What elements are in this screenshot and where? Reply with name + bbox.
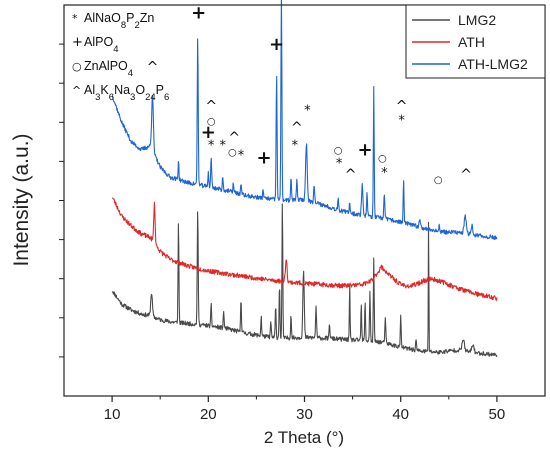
peak-marker: + [191, 3, 206, 24]
legend: LMG2 ATH ATH-LMG2 [405, 4, 546, 79]
x-axis-label: 2 Theta (°) [264, 428, 344, 447]
series-line-ath-lmg2 [111, 0, 498, 240]
phase-key-symbol: ^ [72, 84, 81, 97]
tick-layer: 10 20 30 40 50 [59, 43, 506, 423]
peak-marker: ^ [205, 99, 217, 115]
x-tick-label: 20 [200, 406, 217, 423]
legend-label: LMG2 [458, 12, 496, 28]
peak-marker: * [304, 103, 311, 118]
peak-marker: ○ [228, 148, 237, 159]
legend-label: ATH [458, 34, 485, 50]
peak-marker: ^ [396, 99, 408, 115]
peak-marker: * [208, 139, 215, 154]
peak-marker: + [358, 140, 373, 161]
peak-marker: ○ [334, 146, 343, 157]
peak-marker: * [238, 148, 245, 163]
annotation-layer: ^++^*^○+**^○*+^**○*^+○*^*○^ [147, 3, 472, 186]
phase-key-label: AlPO4 [84, 35, 118, 55]
peak-marker: + [201, 122, 216, 143]
peak-marker: * [381, 166, 388, 181]
x-tick-label: 10 [104, 406, 121, 423]
phase-key: * AlNaO8P2Zn+ AlPO4○ ZnAlPO4^ Al3K6Na3O24P6 [72, 11, 169, 103]
peak-marker: * [398, 113, 405, 128]
peak-marker: * [292, 139, 299, 154]
phase-key-symbol: + [72, 35, 83, 50]
phase-key-label: Al3K6Na3O24P6 [84, 83, 169, 103]
legend-label: ATH-LMG2 [458, 56, 528, 72]
peak-marker: ^ [228, 130, 240, 146]
series-line-lmg2 [111, 203, 498, 358]
peak-marker: * [336, 156, 343, 171]
peak-marker: + [257, 147, 272, 168]
peak-marker: ^ [345, 167, 357, 183]
peak-marker: ^ [147, 59, 159, 75]
x-tick-label: 40 [392, 406, 409, 423]
phase-key-symbol: ○ [72, 60, 82, 73]
phase-key-label: ZnAlPO4 [84, 59, 133, 79]
peak-marker: ○ [207, 116, 216, 127]
series-line-ath [111, 197, 498, 301]
legend-entries: LMG2 ATH ATH-LMG2 [412, 12, 528, 72]
peak-marker: + [269, 34, 284, 55]
peak-marker: ○ [434, 175, 443, 186]
peak-marker: ○ [378, 153, 387, 164]
phase-key-symbol: * [72, 12, 78, 25]
series-layer [111, 0, 498, 358]
x-tick-label: 30 [296, 406, 313, 423]
y-axis-label: Intensity (a.u.) [10, 133, 33, 266]
x-tick-label: 50 [489, 406, 506, 423]
phase-key-label: AlNaO8P2Zn [84, 11, 154, 31]
peak-marker: ^ [291, 120, 303, 136]
peak-marker: * [219, 139, 226, 154]
peak-marker: ^ [460, 167, 472, 183]
